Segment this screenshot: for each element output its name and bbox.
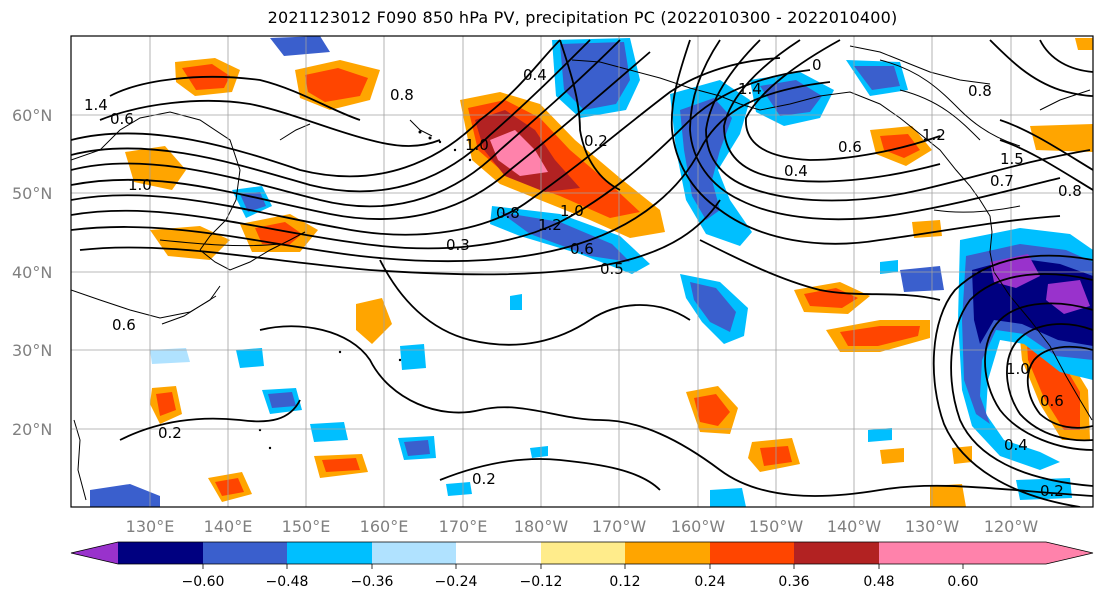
lon-label: 170°W <box>592 517 647 536</box>
colorbar-extend-high <box>963 542 1093 564</box>
contour-label: 0.6 <box>570 240 594 258</box>
colorbar-tick-label: −0.36 <box>351 574 394 590</box>
lon-label: 170°E <box>439 517 488 536</box>
contour-label: 0.8 <box>390 86 414 104</box>
colorbar-segment <box>879 542 963 564</box>
contour-label: 1.0 <box>128 176 152 194</box>
contour-label: 1.0 <box>1006 360 1030 378</box>
lon-label: 120°W <box>984 517 1039 536</box>
map-frame <box>70 35 1094 508</box>
contour-label: 0.2 <box>1040 482 1064 500</box>
pv-contours-thin <box>159 59 1021 247</box>
colorbar-segment <box>118 542 203 564</box>
contour-label: 0 <box>812 56 822 74</box>
islands <box>258 130 472 450</box>
contour-label: 1.2 <box>922 126 946 144</box>
colorbar-segment <box>710 542 794 564</box>
contour-label: 0.8 <box>496 204 520 222</box>
colorbar-tick-label: 0.24 <box>694 574 725 590</box>
lat-label: 40°N <box>12 263 52 282</box>
contour-label: 1.4 <box>738 80 762 98</box>
contour-label: 1.2 <box>538 216 562 234</box>
map-title: 2021123012 F090 850 hPa PV, precipitatio… <box>267 8 898 27</box>
lon-label: 150°E <box>282 517 331 536</box>
contour-label: 0.4 <box>1004 436 1028 454</box>
contour-label: 0.2 <box>584 132 608 150</box>
longitude-labels: 130°E 140°E 150°E 160°E 170°E 180°W 170°… <box>126 517 1039 536</box>
contour-label: 1.0 <box>465 136 489 154</box>
contour-label: 1.0 <box>560 202 584 220</box>
colorbar-ticks <box>202 564 964 569</box>
contour-label: 0.6 <box>838 138 862 156</box>
contour-label: 0.5 <box>600 260 624 278</box>
colorbar-tick-label: 0.60 <box>947 574 978 590</box>
lon-label: 130°E <box>126 517 175 536</box>
latitude-labels: 60°N 50°N 40°N 30°N 20°N <box>12 106 52 439</box>
lon-label: 160°E <box>360 517 409 536</box>
colorbar-segment <box>372 542 456 564</box>
colorbar-segment <box>456 542 541 564</box>
pv-contours <box>71 39 1093 507</box>
contour-label: 0.7 <box>990 172 1014 190</box>
colorbar-segment <box>541 542 625 564</box>
colorbar: −0.60 −0.48 −0.36 −0.24 −0.12 0.12 0.24 … <box>70 541 1094 590</box>
contour-label: 0.8 <box>968 82 992 100</box>
contour-label: 0.2 <box>158 424 182 442</box>
lat-label: 20°N <box>12 420 52 439</box>
colorbar-tick-label: −0.48 <box>266 574 309 590</box>
contour-label: 1.4 <box>84 96 108 114</box>
contour-label: 0.6 <box>112 316 136 334</box>
contour-label: 1.5 <box>1000 150 1024 168</box>
colorbar-segment <box>287 542 372 564</box>
colorbar-segment <box>625 542 710 564</box>
contour-label: 0.6 <box>1040 392 1064 410</box>
contour-label: 0.4 <box>523 66 547 84</box>
lat-label: 60°N <box>12 106 52 125</box>
lon-label: 180°W <box>514 517 569 536</box>
colorbar-segment <box>794 542 879 564</box>
lat-label: 30°N <box>12 341 52 360</box>
lon-label: 140°E <box>204 517 253 536</box>
contour-labels: 0.4 0.2 1.4 0 0.6 0.8 1.0 1.0 1.2 1.2 0.… <box>84 56 1082 500</box>
lat-label: 50°N <box>12 184 52 203</box>
colorbar-tick-label: −0.60 <box>182 574 225 590</box>
colorbar-tick-label: 0.48 <box>863 574 894 590</box>
colorbar-tick-label: 0.12 <box>609 574 640 590</box>
colorbar-tick-label: −0.12 <box>520 574 563 590</box>
map-plot-area: 0.4 0.2 1.4 0 0.6 0.8 1.0 1.0 1.2 1.2 0.… <box>70 35 1094 508</box>
lon-label: 140°W <box>827 517 882 536</box>
colorbar-extend-low <box>71 542 118 564</box>
colorbar-segment <box>203 542 287 564</box>
colorbar-tick-label: 0.36 <box>778 574 809 590</box>
contour-label: 0.2 <box>472 470 496 488</box>
lon-label: 160°W <box>671 517 726 536</box>
contour-label: 0.4 <box>784 162 808 180</box>
contour-label: 0.3 <box>446 236 470 254</box>
lon-label: 130°W <box>905 517 960 536</box>
contour-label: 0.8 <box>1058 182 1082 200</box>
contour-label: 0.6 <box>110 110 134 128</box>
colorbar-tick-label: −0.24 <box>435 574 478 590</box>
lon-label: 150°W <box>749 517 804 536</box>
